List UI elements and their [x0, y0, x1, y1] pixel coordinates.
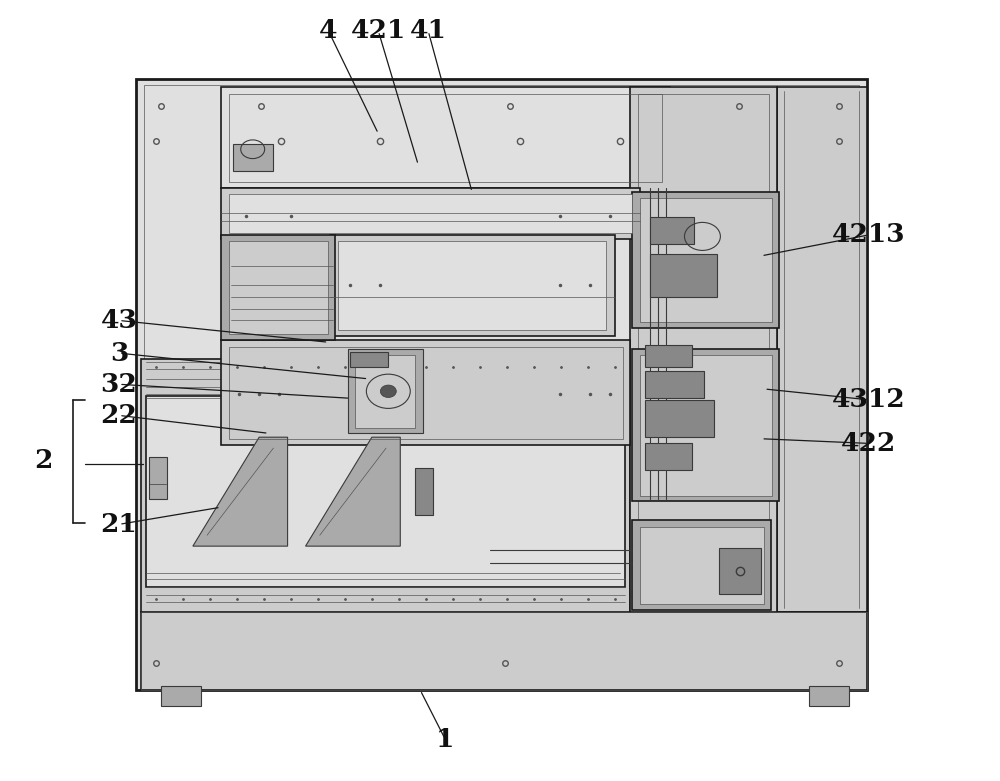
Text: 43: 43: [101, 308, 137, 333]
Bar: [229, 241, 328, 334]
Bar: [221, 188, 640, 239]
Bar: [809, 686, 849, 706]
Bar: [777, 87, 867, 612]
Bar: [640, 198, 772, 322]
Bar: [355, 355, 415, 428]
Text: 2: 2: [34, 448, 52, 473]
Bar: [640, 355, 772, 496]
Bar: [149, 457, 167, 500]
Bar: [221, 235, 335, 340]
Bar: [632, 520, 771, 610]
Bar: [141, 359, 630, 612]
Bar: [645, 400, 714, 437]
Text: 421: 421: [351, 19, 406, 44]
Bar: [650, 255, 717, 297]
Bar: [144, 85, 859, 684]
Bar: [141, 612, 867, 690]
Polygon shape: [193, 437, 288, 546]
Text: 22: 22: [101, 403, 137, 428]
Bar: [632, 192, 779, 328]
Bar: [645, 345, 692, 367]
Text: 4: 4: [319, 19, 338, 44]
Bar: [415, 469, 433, 515]
Bar: [645, 443, 692, 470]
Bar: [719, 547, 761, 594]
Bar: [141, 612, 867, 690]
Polygon shape: [306, 437, 400, 546]
Text: 4312: 4312: [832, 387, 906, 412]
Bar: [348, 349, 423, 433]
Bar: [640, 527, 764, 604]
Bar: [146, 396, 625, 587]
Bar: [338, 241, 606, 330]
Bar: [632, 349, 779, 501]
Bar: [229, 194, 632, 234]
Text: 41: 41: [410, 19, 447, 44]
Bar: [650, 217, 694, 244]
Bar: [630, 87, 777, 612]
Bar: [229, 94, 662, 182]
Text: 1: 1: [436, 726, 454, 751]
Circle shape: [380, 385, 396, 398]
Bar: [330, 235, 615, 336]
Text: 422: 422: [841, 431, 897, 456]
Bar: [229, 347, 623, 439]
Bar: [161, 686, 201, 706]
Bar: [221, 340, 630, 445]
Text: 21: 21: [101, 512, 137, 537]
Bar: [233, 144, 273, 171]
Bar: [136, 79, 867, 690]
Text: 4213: 4213: [832, 223, 906, 248]
Text: 32: 32: [101, 372, 137, 397]
Bar: [645, 371, 704, 398]
Bar: [221, 87, 670, 188]
Bar: [638, 94, 769, 606]
Text: 3: 3: [110, 341, 128, 366]
Bar: [350, 351, 388, 367]
